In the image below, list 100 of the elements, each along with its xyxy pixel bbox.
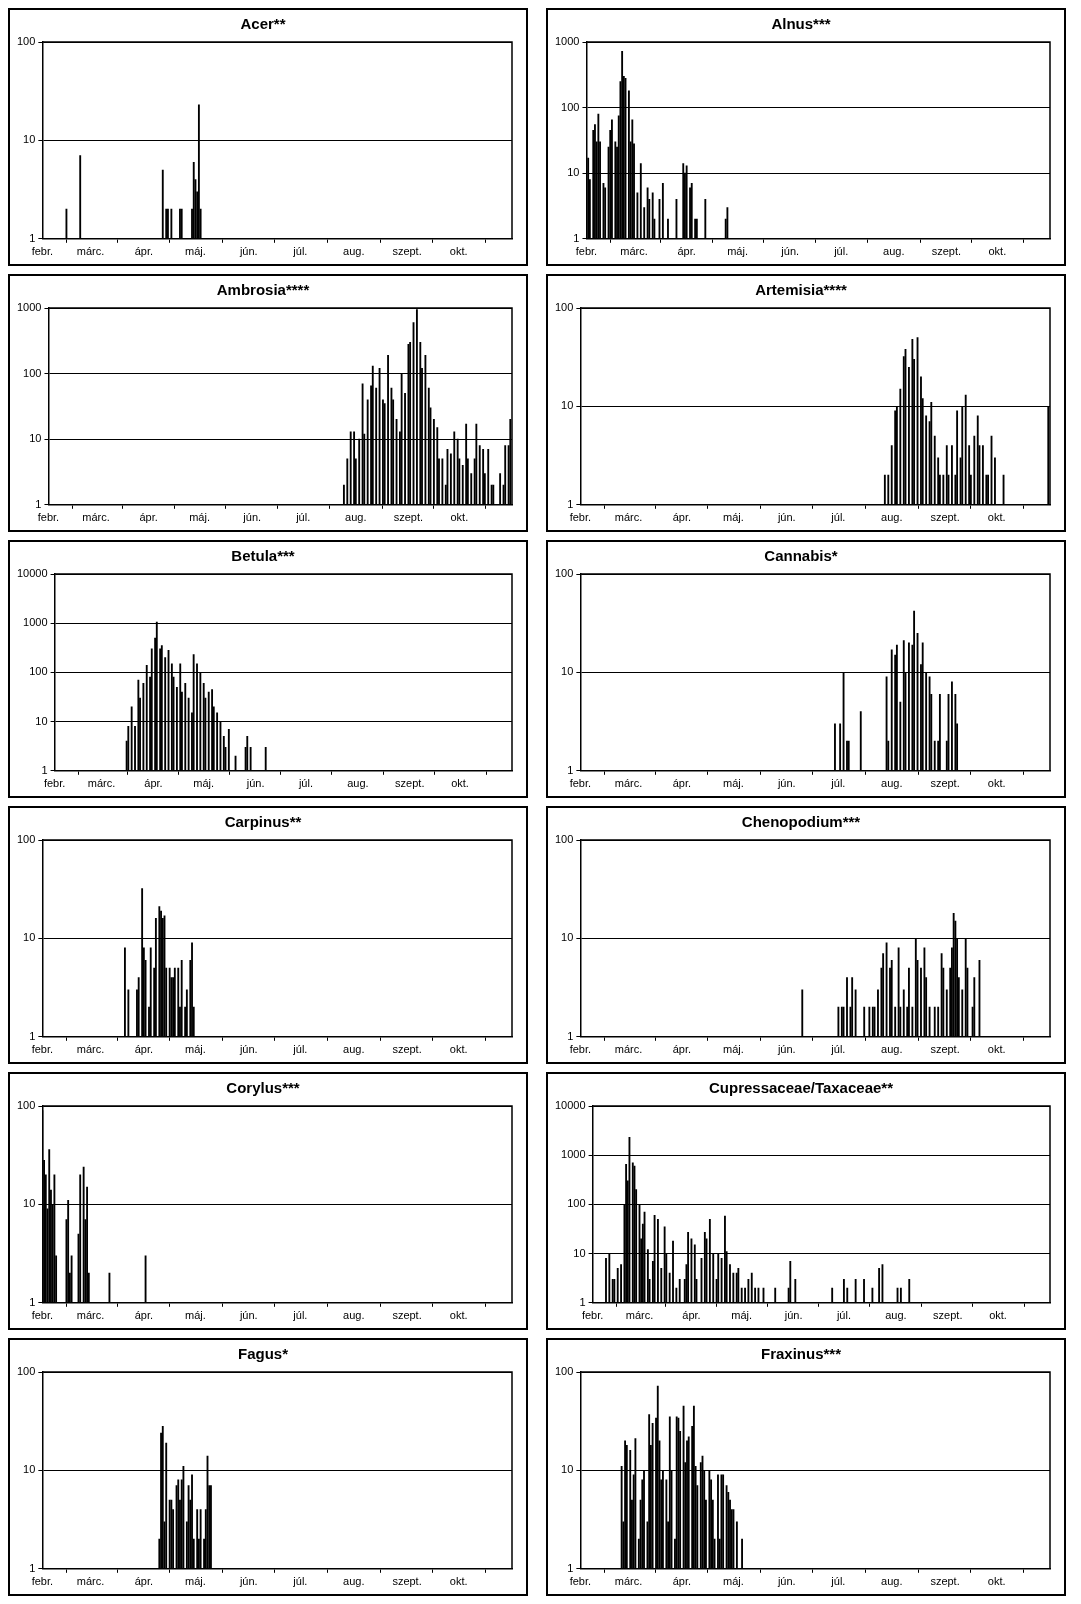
y-tick-label: 1 [567,763,574,776]
x-tick-label: aug. [881,511,903,524]
y-tick-label: 100 [29,665,48,678]
x-tick-label: febr. [37,511,60,524]
x-tick-label: okt. [449,1309,468,1322]
x-tick-label: szept. [395,777,425,790]
y-tick-label: 1 [29,1029,36,1042]
x-tick-label: márc. [620,245,648,258]
y-tick-label: 10 [567,166,580,179]
x-tick-label: márc. [614,1043,643,1056]
x-tick-label: máj. [723,1043,744,1056]
chart-title: Fraxinus*** [760,1345,842,1363]
x-tick-label: máj. [193,777,215,790]
x-tick-label: máj. [189,511,210,524]
y-tick-label: 1 [573,231,580,244]
x-tick-label: júl. [292,1575,308,1588]
y-tick-label: 10 [573,1246,586,1259]
x-tick-label: jún. [780,245,800,258]
x-tick-label: okt. [449,1043,468,1056]
y-tick-label: 100 [23,366,42,379]
x-tick-label: szept. [930,511,960,524]
x-tick-label: aug. [885,1309,907,1322]
x-tick-label: ápr. [134,1309,154,1322]
chart-title: Corylus*** [226,1079,300,1097]
y-tick-label: 10 [35,714,48,727]
y-tick-label: 10 [23,133,36,146]
x-tick-label: jún. [238,245,258,258]
x-tick-label: szept. [933,1309,963,1322]
x-tick-label: aug. [347,777,369,790]
x-tick-label: febr. [575,245,598,258]
x-tick-label: márc. [76,245,105,258]
x-tick-label: ápr. [134,245,154,258]
x-tick-label: ápr. [677,245,696,258]
x-tick-label: márc. [614,511,643,524]
x-tick-label: okt. [987,777,1006,790]
x-tick-label: márc. [76,1575,105,1588]
x-tick-label: febr. [31,1043,54,1056]
x-tick-label: aug. [343,245,365,258]
x-tick-label: aug. [883,245,905,258]
y-tick-label: 10 [23,1463,36,1476]
chart-title: Betula*** [231,547,295,565]
x-tick-label: ápr. [134,1575,154,1588]
x-tick-label: aug. [343,1309,365,1322]
x-tick-label: júl. [297,777,313,790]
y-tick-label: 10 [23,1197,36,1210]
x-tick-label: ápr. [672,1575,692,1588]
y-tick-label: 100 [554,567,574,580]
x-tick-label: máj. [723,777,744,790]
x-tick-label: szept. [930,1043,960,1056]
y-tick-label: 1 [579,1295,586,1308]
x-tick-label: szept. [930,1575,960,1588]
y-tick-label: 100 [554,1365,574,1378]
x-tick-label: aug. [881,1575,903,1588]
y-tick-label: 1 [29,1561,36,1574]
x-tick-label: okt. [450,511,469,524]
y-tick-label: 10000 [16,567,48,580]
chart-title: Acer** [240,15,286,33]
x-tick-label: szept. [392,1043,422,1056]
x-tick-label: júl. [292,245,308,258]
x-tick-label: jún. [783,1309,803,1322]
x-tick-label: máj. [727,245,748,258]
x-tick-label: okt. [451,777,469,790]
x-tick-label: jún. [238,1309,258,1322]
x-tick-label: jún. [242,511,262,524]
x-tick-label: szept. [931,245,962,258]
x-tick-label: júl. [830,777,846,790]
x-tick-label: okt. [988,245,1007,258]
y-tick-label: 1 [567,1561,574,1574]
x-tick-label: ápr. [144,777,163,790]
x-tick-label: máj. [185,245,206,258]
x-tick-label: okt. [987,511,1006,524]
x-tick-label: júl. [292,1043,308,1056]
x-tick-label: jún. [776,777,796,790]
x-tick-label: szept. [393,511,424,524]
x-tick-label: febr. [581,1309,604,1322]
x-tick-label: okt. [989,1309,1007,1322]
y-tick-label: 1 [29,231,36,244]
x-tick-label: febr. [569,511,592,524]
chart-title: Fagus* [237,1345,289,1363]
y-tick-label: 1000 [554,35,580,48]
x-tick-label: júl. [835,1309,851,1322]
x-tick-label: aug. [345,511,367,524]
x-tick-label: márc. [76,1043,105,1056]
y-tick-label: 10 [561,399,574,412]
y-tick-label: 10 [561,931,574,944]
x-tick-label: febr. [569,777,592,790]
chart-title: Cannabis* [764,547,838,565]
y-tick-label: 10 [561,1463,574,1476]
x-tick-label: júl. [830,511,846,524]
x-tick-label: szept. [392,245,422,258]
x-tick-label: aug. [881,777,903,790]
y-tick-label: 100 [554,301,574,314]
y-tick-label: 1000 [23,616,48,629]
x-tick-label: márc. [614,1575,643,1588]
y-tick-label: 100 [16,833,36,846]
x-tick-label: ápr. [682,1309,701,1322]
x-tick-label: febr. [31,245,54,258]
x-tick-label: okt. [987,1043,1006,1056]
x-tick-label: szept. [392,1309,422,1322]
x-tick-label: okt. [449,1575,468,1588]
